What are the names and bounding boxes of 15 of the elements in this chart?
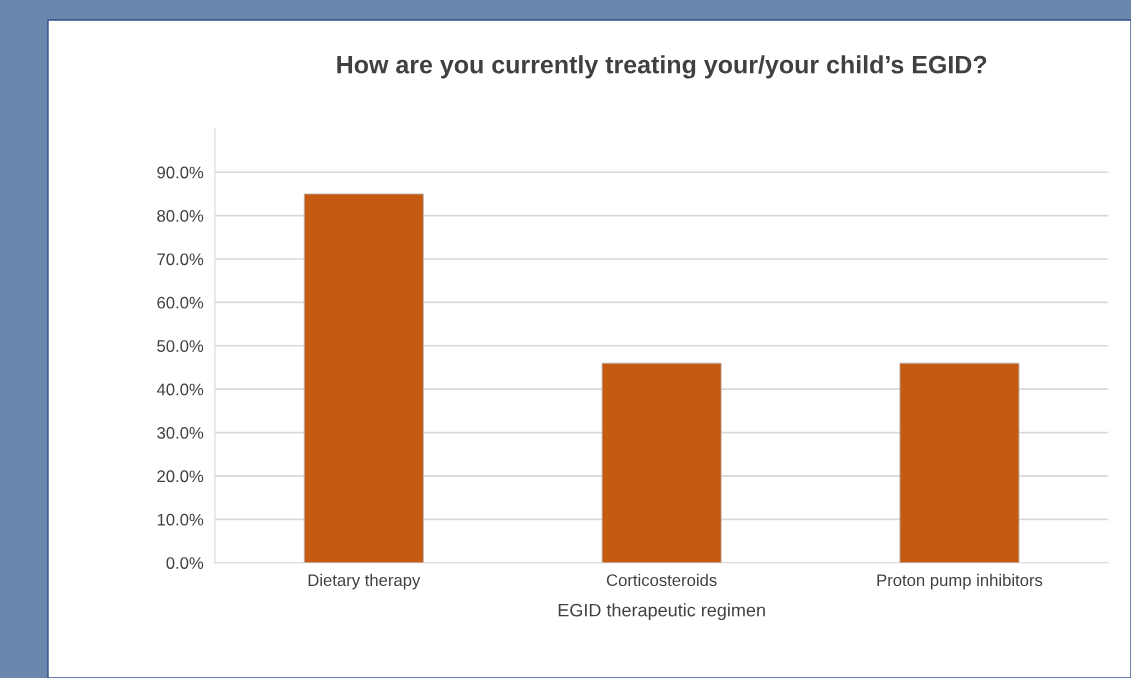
x-tick-label: Proton pump inhibitors <box>877 573 1043 590</box>
y-tick-label: 50.0% <box>157 340 204 352</box>
y-tick-label: 0.0% <box>166 557 204 569</box>
y-tick-label: 20.0% <box>157 470 204 483</box>
chart-title: How are you currently treating your/your child’s EGID? <box>337 55 987 79</box>
x-tick-label: Corticosteroids <box>606 573 717 587</box>
y-tick-label: 80.0% <box>157 210 204 222</box>
x-axis-title: EGID therapeutic regimen <box>558 603 765 621</box>
y-tick-label: 70.0% <box>157 253 204 266</box>
y-tick-label: 90.0% <box>157 166 204 179</box>
y-tick-label: 60.0% <box>157 296 204 309</box>
y-tick-label: 10.0% <box>157 513 204 526</box>
y-tick-label: 30.0% <box>157 426 204 439</box>
y-tick-label: 40.0% <box>156 383 204 396</box>
x-tick-label: Dietary therapy <box>308 573 421 590</box>
